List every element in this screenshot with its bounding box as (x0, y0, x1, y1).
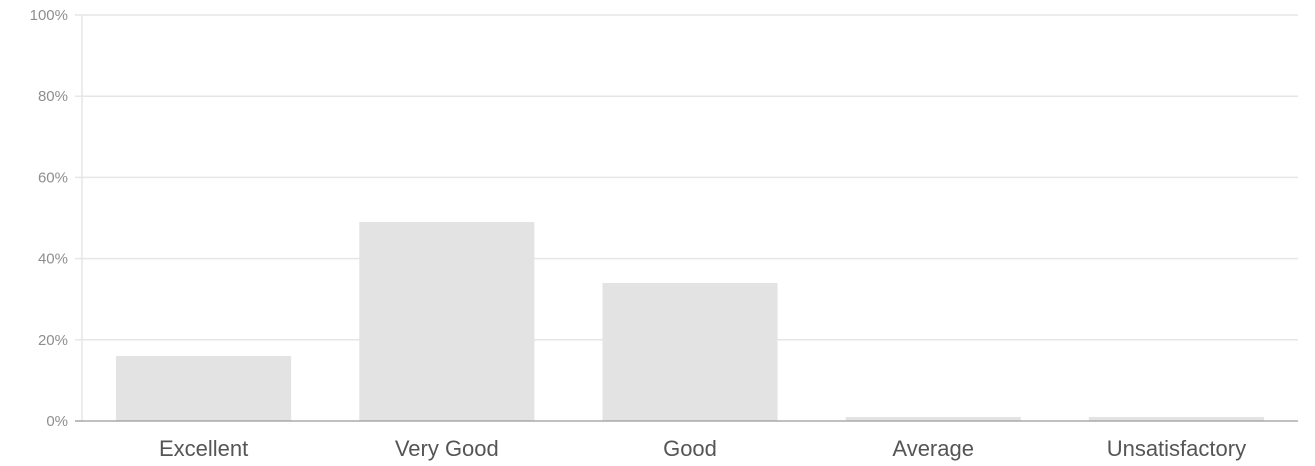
y-tick-label: 20% (38, 332, 68, 349)
y-tick-label: 0% (46, 413, 68, 430)
y-tick-label: 100% (30, 7, 68, 24)
bar (602, 282, 778, 421)
y-tick-label: 80% (38, 88, 68, 105)
y-axis-tick-labels: 0% 20% 40% 60% 80% 100% (30, 7, 68, 430)
y-tick-label: 40% (38, 251, 68, 268)
x-tick-label: Excellent (159, 436, 248, 461)
x-tick-label: Good (663, 436, 717, 461)
bar (359, 222, 535, 421)
x-axis-tick-labels: Excellent Very Good Good Average Unsatisfact… (159, 436, 1246, 461)
x-tick-label: Unsatisfactory (1107, 436, 1246, 461)
bar (845, 416, 1021, 421)
bars (116, 222, 1264, 421)
bar (116, 356, 292, 421)
x-tick-label: Very Good (395, 436, 499, 461)
axes (75, 15, 1298, 422)
x-tick-label: Average (892, 436, 974, 461)
y-tick-label: 60% (38, 169, 68, 186)
grid-lines (75, 14, 1298, 422)
bar (1088, 416, 1264, 421)
